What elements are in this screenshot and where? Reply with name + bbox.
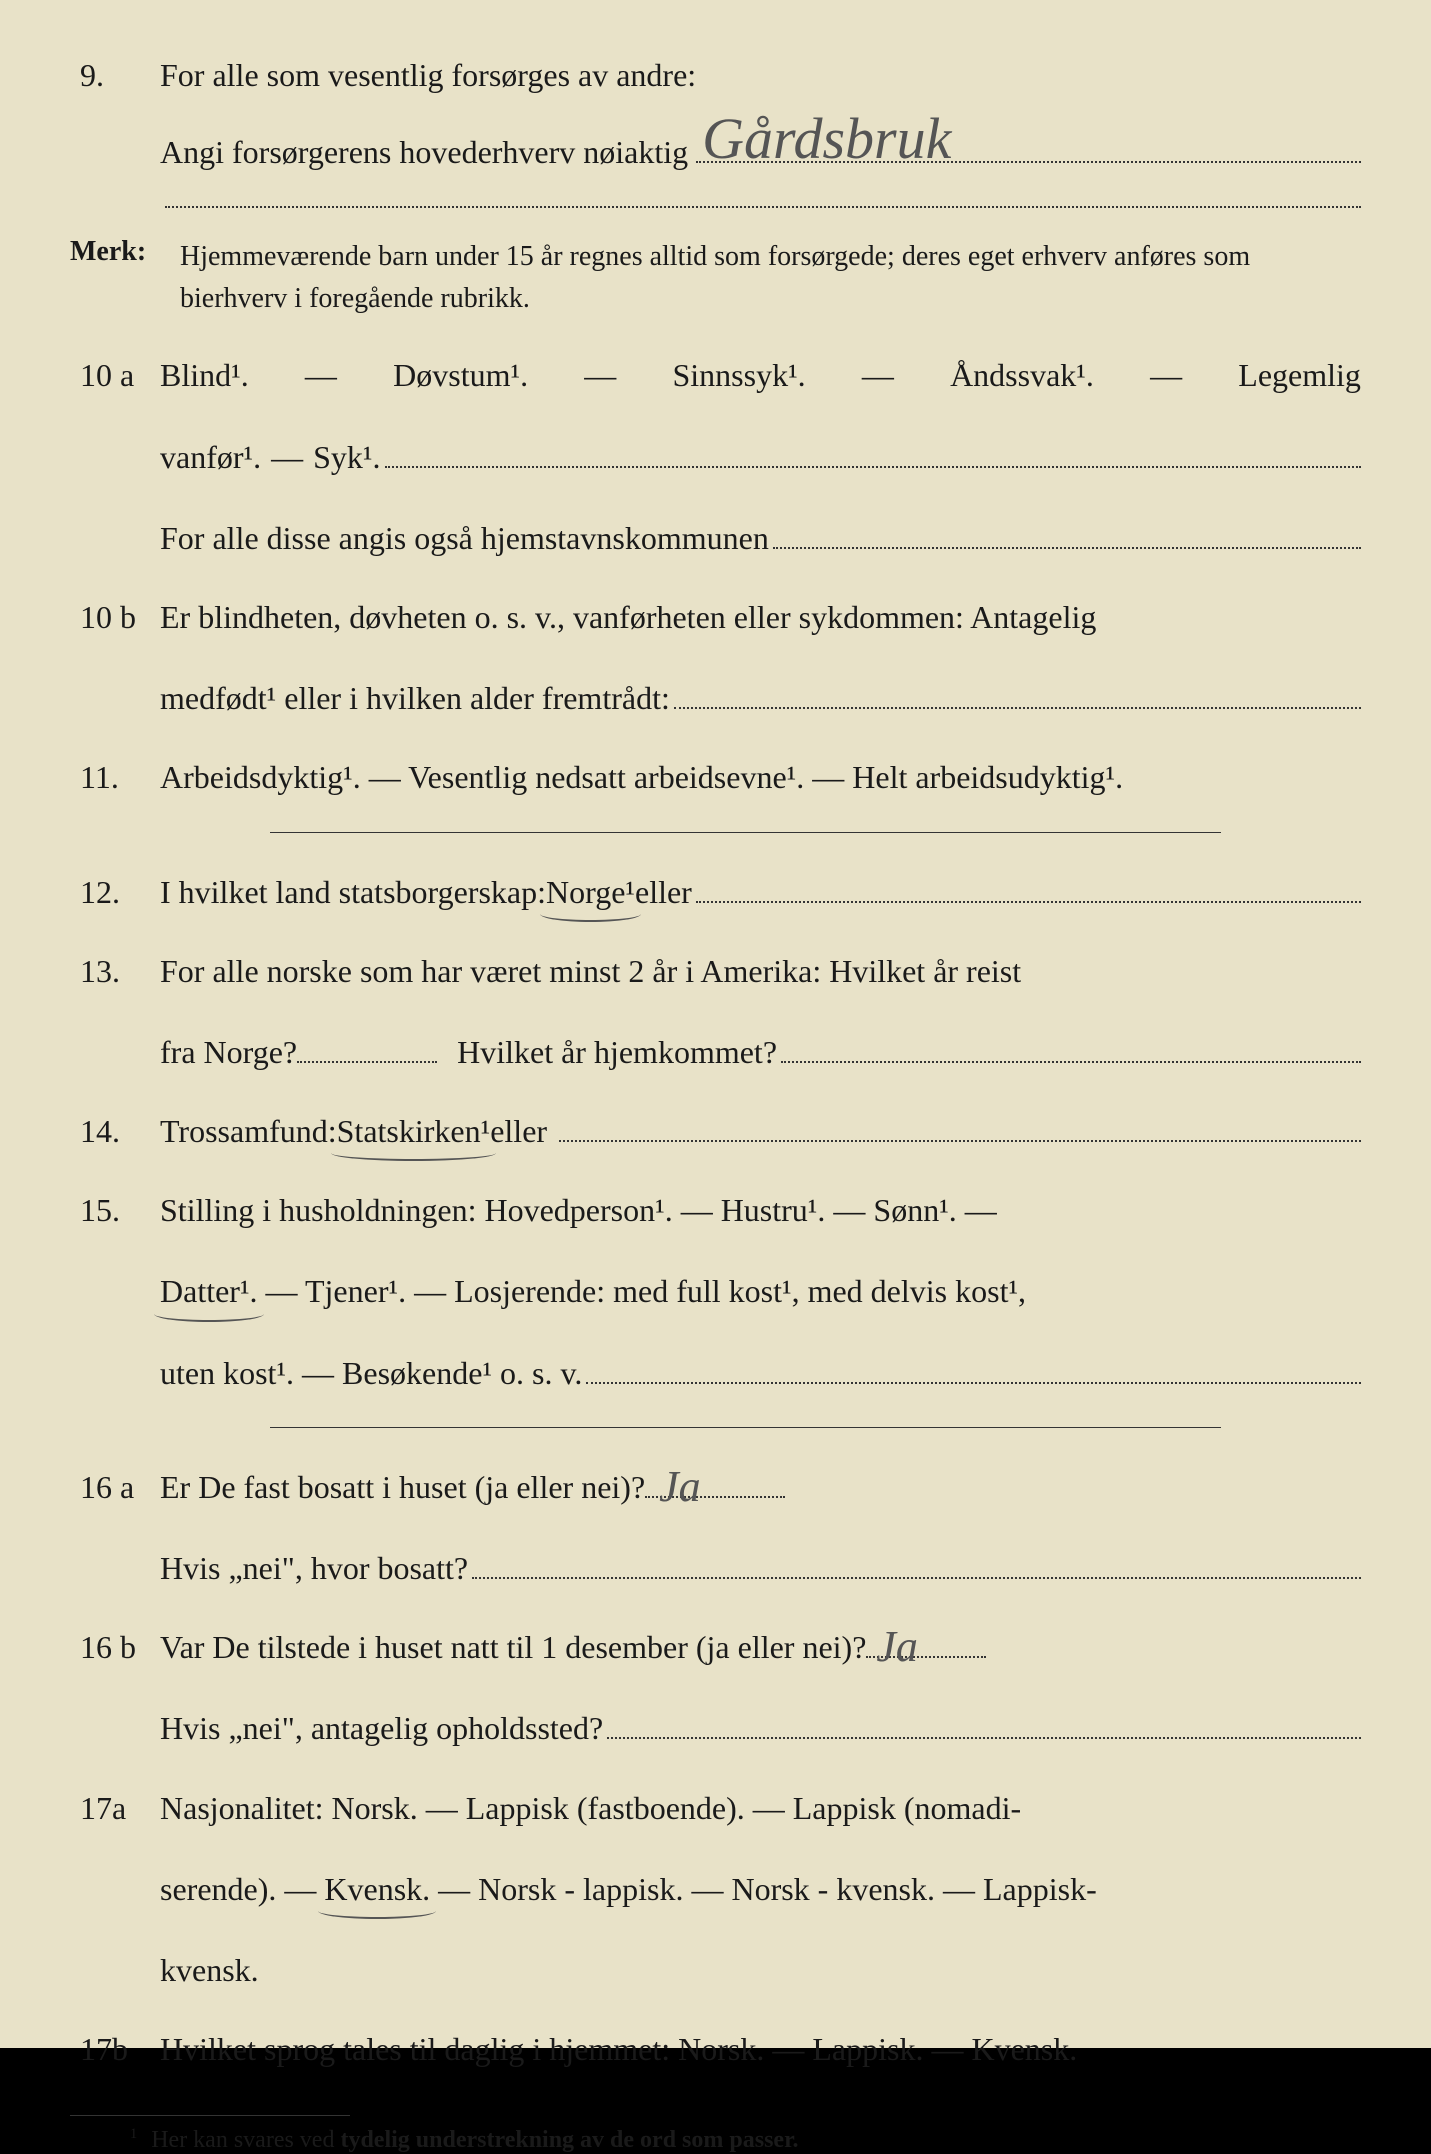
- footnote-rule: [70, 2115, 350, 2116]
- q16a-line2: Hvis „nei", hvor bosatt?: [160, 1543, 468, 1594]
- question-number: 10 a: [70, 350, 160, 401]
- question-10a: 10 a Blind¹. — Døvstum¹. — Sinnssyk¹. — …: [70, 350, 1361, 564]
- rule: [270, 832, 1221, 833]
- q17b-text: Hvilket sprog tales til daglig i hjemmet…: [160, 2024, 1361, 2075]
- q16b-line1-row: Var De tilstede i huset natt til 1 desem…: [160, 1622, 1361, 1673]
- q11-text: Arbeidsdyktig¹. — Vesentlig nedsatt arbe…: [160, 752, 1361, 803]
- q10a-opt: Syk¹.: [313, 432, 380, 483]
- q15-line3-row: uten kost¹. — Besøkende¹ o. s. v.: [160, 1348, 1361, 1399]
- q10a-line2: vanfør¹. — Syk¹.: [160, 432, 1361, 483]
- q10a-opt: Sinnssyk¹.: [672, 350, 805, 401]
- question-number: 10 b: [70, 592, 160, 643]
- q10a-opt: vanfør¹.: [160, 432, 261, 483]
- q10a-opt: Døvstum¹.: [393, 350, 528, 401]
- question-17a: 17a Nasjonalitet: Norsk. — Lappisk (fast…: [70, 1783, 1361, 1997]
- divider: [165, 206, 1361, 208]
- q17a-line2: serende). — Kvensk. — Norsk - lappisk. —…: [160, 1864, 1361, 1915]
- question-number: 9.: [70, 50, 160, 101]
- q13-line2a: fra Norge?: [160, 1027, 297, 1078]
- question-9: 9. For alle som vesentlig forsørges av a…: [70, 50, 1361, 178]
- q12-underlined: Norge¹: [546, 867, 635, 918]
- dash: —: [584, 350, 616, 401]
- footnote-num: 1: [130, 2126, 137, 2142]
- question-16b: 16 b Var De tilstede i huset natt til 1 …: [70, 1622, 1361, 1754]
- q13-line2-row: fra Norge? Hvilket år hjemkommet?: [160, 1027, 1361, 1078]
- q14-underlined: Statskirken¹: [337, 1106, 491, 1157]
- question-16a: 16 a Er De fast bosatt i huset (ja eller…: [70, 1462, 1361, 1594]
- question-number: 17a: [70, 1783, 160, 1834]
- merk-text: Hjemmeværende barn under 15 år regnes al…: [180, 236, 1361, 320]
- q16b-line2: Hvis „nei", antagelig opholdssted?: [160, 1703, 603, 1754]
- question-number: 16 b: [70, 1622, 160, 1673]
- q15-line2-rest: — Tjener¹. — Losjerende: med full kost¹,…: [258, 1273, 1027, 1309]
- question-number: 13.: [70, 946, 160, 997]
- q14-before: Trossamfund:: [160, 1106, 337, 1157]
- q16a-handwritten-answer: Ja: [659, 1452, 701, 1522]
- q16a-line1: Er De fast bosatt i huset (ja eller nei)…: [160, 1462, 645, 1513]
- dash: —: [1150, 350, 1182, 401]
- question-17b: 17b Hvilket sprog tales til daglig i hje…: [70, 2024, 1361, 2075]
- q17a-line2-after: — Norsk - lappisk. — Norsk - kvensk. — L…: [430, 1871, 1097, 1907]
- q15-line1: Stilling i husholdningen: Hovedperson¹. …: [160, 1185, 1361, 1236]
- q17a-line2-before: serende). —: [160, 1871, 324, 1907]
- question-12: 12. I hvilket land statsborgerskap: Norg…: [70, 867, 1361, 918]
- merk-note: Merk: Hjemmeværende barn under 15 år reg…: [70, 236, 1361, 320]
- question-15: 15. Stilling i husholdningen: Hovedperso…: [70, 1185, 1361, 1399]
- question-11: 11. Arbeidsdyktig¹. — Vesentlig nedsatt …: [70, 752, 1361, 803]
- q14-after: eller: [490, 1106, 547, 1157]
- question-number: 16 a: [70, 1462, 160, 1513]
- footnote-bold: tydelig understrekning av de ord som pas…: [340, 2127, 798, 2153]
- q16a-line1-row: Er De fast bosatt i huset (ja eller nei)…: [160, 1462, 1361, 1513]
- question-14: 14. Trossamfund: Statskirken¹ eller: [70, 1106, 1361, 1157]
- q13-line1: For alle norske som har været minst 2 år…: [160, 946, 1361, 997]
- q15-underlined: Datter¹.: [160, 1266, 258, 1317]
- q10a-opt: Åndssvak¹.: [950, 350, 1094, 401]
- q10b-line1: Er blindheten, døvheten o. s. v., vanfør…: [160, 592, 1361, 643]
- q17a-underlined: Kvensk.: [324, 1864, 430, 1915]
- dash: —: [271, 432, 303, 483]
- footnote-before: Her kan svares ved: [151, 2127, 340, 2153]
- q10a-line3-row: For alle disse angis også hjemstavnskomm…: [160, 513, 1361, 564]
- q10b-line2-row: medfødt¹ eller i hvilken alder fremtrådt…: [160, 673, 1361, 724]
- q10a-opt: Legemlig: [1238, 350, 1361, 401]
- q13-line2b: Hvilket år hjemkommet?: [457, 1027, 777, 1078]
- merk-label: Merk:: [70, 236, 180, 320]
- question-13: 13. For alle norske som har været minst …: [70, 946, 1361, 1078]
- dash: —: [862, 350, 894, 401]
- q10b-line2: medfødt¹ eller i hvilken alder fremtrådt…: [160, 673, 670, 724]
- q17a-line1: Nasjonalitet: Norsk. — Lappisk (fastboen…: [160, 1783, 1361, 1834]
- question-number: 15.: [70, 1185, 160, 1236]
- q15-line2: Datter¹. — Tjener¹. — Losjerende: med fu…: [160, 1266, 1361, 1317]
- q12-after: eller: [635, 867, 692, 918]
- q15-line3: uten kost¹. — Besøkende¹ o. s. v.: [160, 1348, 582, 1399]
- q10a-line1: Blind¹. — Døvstum¹. — Sinnssyk¹. — Åndss…: [160, 350, 1361, 401]
- q10a-line3: For alle disse angis også hjemstavnskomm…: [160, 513, 769, 564]
- q16b-handwritten-answer: Ja: [876, 1612, 918, 1682]
- document-page: 9. For alle som vesentlig forsørges av a…: [0, 0, 1431, 2048]
- dash: —: [305, 350, 337, 401]
- question-number: 17b: [70, 2024, 160, 2075]
- q9-handwritten-answer: Gårdsbruk: [702, 93, 951, 186]
- q9-line2-row: Angi forsørgerens hovederhverv nøiaktig …: [160, 127, 1361, 178]
- q16a-line2-row: Hvis „nei", hvor bosatt?: [160, 1543, 1361, 1594]
- q10a-opt: Blind¹.: [160, 350, 249, 401]
- q9-line2: Angi forsørgerens hovederhverv nøiaktig: [160, 127, 688, 178]
- q16b-line1: Var De tilstede i huset natt til 1 desem…: [160, 1622, 866, 1673]
- question-number: 11.: [70, 752, 160, 803]
- question-10b: 10 b Er blindheten, døvheten o. s. v., v…: [70, 592, 1361, 724]
- q16b-line2-row: Hvis „nei", antagelig opholdssted?: [160, 1703, 1361, 1754]
- q17a-line3: kvensk.: [160, 1945, 1361, 1996]
- question-number: 12.: [70, 867, 160, 918]
- q12-before: I hvilket land statsborgerskap:: [160, 867, 546, 918]
- footnote: 1 Her kan svares ved tydelig understrekn…: [70, 2126, 1361, 2154]
- rule: [270, 1427, 1221, 1428]
- question-number: 14.: [70, 1106, 160, 1157]
